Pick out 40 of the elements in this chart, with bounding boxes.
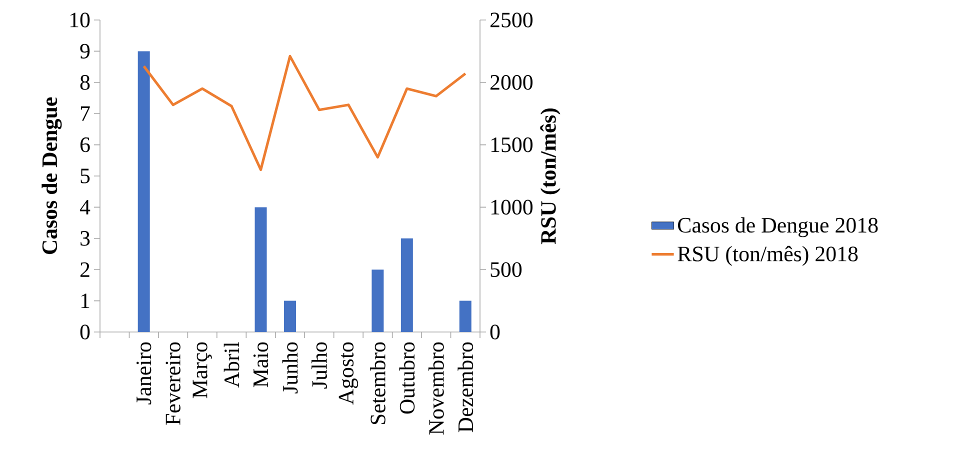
legend-label: Casos de Dengue 2018 bbox=[678, 217, 878, 238]
bar bbox=[400, 238, 413, 332]
bar bbox=[372, 270, 384, 332]
y-tick-label: 6 bbox=[80, 137, 90, 152]
y-tick-label: 1 bbox=[81, 294, 90, 308]
y-tick-label: 5 bbox=[80, 168, 90, 184]
x-tick-label: Outubro bbox=[399, 342, 415, 414]
x-tick-label: Fevereiro bbox=[166, 342, 180, 425]
y2-axis-title: RSU (ton/mês) bbox=[540, 108, 560, 244]
bar bbox=[459, 300, 472, 332]
legend-label: RSU (ton/mês) 2018 bbox=[678, 246, 858, 266]
bar bbox=[254, 207, 267, 332]
x-tick-label: Junho bbox=[282, 342, 298, 394]
y-tick-label: 0 bbox=[80, 324, 90, 340]
y-tick-label: 2 bbox=[80, 262, 90, 277]
y-axis-title: Casos de Dengue bbox=[42, 97, 62, 254]
y2-tick-label: 0 bbox=[490, 324, 500, 340]
bar bbox=[284, 300, 296, 332]
x-tick-label: Novembro bbox=[428, 342, 444, 435]
y-tick-label: 4 bbox=[80, 200, 90, 214]
y2-tick-label: 2500 bbox=[490, 12, 533, 28]
y2-tick-label: 1500 bbox=[491, 137, 533, 152]
x-tick-label: Abril bbox=[224, 342, 240, 388]
y2-tick-label: 1000 bbox=[491, 200, 533, 215]
y-tick-label: 7 bbox=[80, 106, 90, 121]
line-series bbox=[142, 54, 467, 172]
x-tick-label: Julho bbox=[312, 342, 327, 389]
y2-tick-label: 500 bbox=[490, 262, 522, 277]
y-tick-label: 10 bbox=[70, 12, 90, 28]
x-tick-label: Setembro bbox=[370, 342, 386, 424]
x-tick-label: Janeiro bbox=[136, 342, 152, 404]
y-tick-label: 3 bbox=[80, 231, 90, 246]
x-tick-label: Março bbox=[192, 342, 212, 398]
x-tick-label: Maio bbox=[253, 342, 268, 388]
y2-tick-label: 2000 bbox=[490, 75, 533, 90]
x-tick-label: Dezembro bbox=[458, 342, 474, 432]
bar bbox=[138, 51, 150, 332]
y-tick-label: 8 bbox=[80, 75, 90, 90]
x-tick-label: Agosto bbox=[338, 342, 358, 405]
y-tick-label: 9 bbox=[80, 44, 90, 59]
